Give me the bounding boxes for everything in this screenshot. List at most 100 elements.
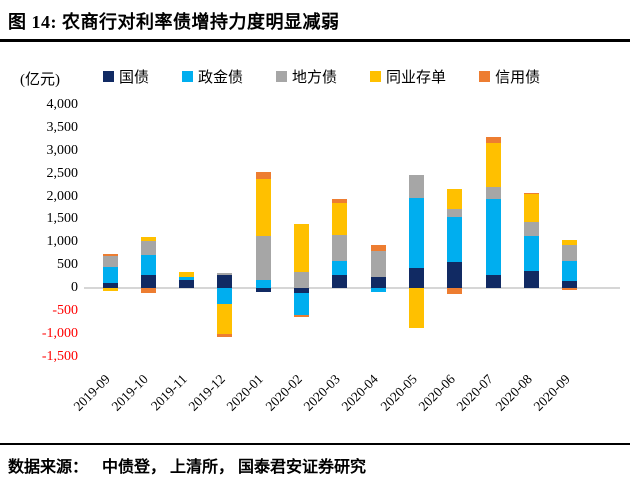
bar-segment xyxy=(179,280,195,288)
bar-segment xyxy=(524,270,540,288)
bar-segment xyxy=(102,254,118,256)
bar-segment xyxy=(524,193,540,195)
bar-segment xyxy=(217,275,233,288)
y-axis-tick-label: 500 xyxy=(57,257,78,273)
bar-segment xyxy=(409,198,425,269)
bar-segment xyxy=(524,221,540,237)
y-axis-tick-label: -500 xyxy=(52,302,78,318)
bar-segment xyxy=(294,293,310,315)
bar-segment xyxy=(485,187,501,199)
bar-segment xyxy=(255,279,271,288)
y-axis-tick-label: 0 xyxy=(71,280,78,295)
bar-segment xyxy=(140,240,156,255)
bar-segment xyxy=(332,275,348,288)
bar-segment xyxy=(255,172,271,180)
legend-swatch-icon xyxy=(479,71,491,82)
bar-segment xyxy=(370,244,386,251)
y-axis-tick-label: 4,000 xyxy=(46,97,79,112)
bar-segment xyxy=(409,268,425,288)
y-axis-unit-label: (亿元) xyxy=(20,72,60,88)
bar-segment xyxy=(485,198,501,276)
bar-segment xyxy=(562,240,578,245)
bar-segment xyxy=(140,275,156,288)
legend-item-credit: 信用债 xyxy=(479,66,540,87)
bar-segment xyxy=(485,142,501,188)
legend-swatch-icon xyxy=(276,71,288,82)
data-source-label: 数据来源： xyxy=(8,459,89,476)
bar-segment xyxy=(294,314,310,317)
legend-item-treasury: 国债 xyxy=(103,66,149,87)
bar-segment xyxy=(370,277,386,288)
legend-label: 政金债 xyxy=(198,70,244,86)
bar-segment xyxy=(485,136,501,143)
bar-segment xyxy=(370,288,386,292)
y-axis-tick-label: 1,500 xyxy=(46,211,79,227)
bar-segment xyxy=(562,281,578,288)
y-axis-tick-label: -1,500 xyxy=(41,348,78,364)
bar-segment xyxy=(294,271,310,288)
legend-label: 地方债 xyxy=(292,70,338,86)
plot-area: 4,000 3,500 3,000 2,500 2,000 1,500 1,000 500 0 -… xyxy=(0,95,630,445)
legend-row: (亿元) 国债 政金债 地方债 同业存单 信用债 xyxy=(0,66,630,88)
bar-segment xyxy=(217,288,233,305)
legend-label: 国债 xyxy=(119,70,150,86)
bar-segment xyxy=(485,275,501,288)
bar-segment xyxy=(294,288,310,294)
bar-segment xyxy=(370,250,386,277)
bar-segment xyxy=(332,203,348,236)
bar-segment xyxy=(332,199,348,204)
bar-segment xyxy=(447,288,463,295)
chart-legend: 国债 政金债 地方债 同业存单 信用债 xyxy=(103,66,620,87)
bar-segment xyxy=(447,217,463,262)
bar-segment xyxy=(409,288,425,328)
y-axis-tick-label: 3,000 xyxy=(46,142,79,158)
bar-segment xyxy=(524,194,540,222)
legend-label: 同业存单 xyxy=(386,70,447,86)
bar-segment xyxy=(102,288,118,292)
legend-item-policy-bank: 政金债 xyxy=(182,66,243,87)
bar-segment xyxy=(102,255,118,267)
bar-segment xyxy=(140,254,156,276)
y-axis-tick-label: 3,500 xyxy=(46,119,79,135)
bar-segment xyxy=(140,288,156,294)
bar-segment xyxy=(562,261,578,282)
bar-segment xyxy=(179,277,195,281)
bar-segment xyxy=(332,235,348,261)
footer-divider xyxy=(0,443,630,445)
legend-label: 信用债 xyxy=(495,70,541,86)
data-source-note: 数据来源： 中债登， 上清所， 国泰君安证券研究 xyxy=(8,453,622,477)
y-axis-tick-label: -1,000 xyxy=(41,325,78,341)
bar-segment xyxy=(217,304,233,335)
bar-segment xyxy=(562,244,578,261)
y-axis-tick-label: 2,000 xyxy=(46,188,79,204)
legend-swatch-icon xyxy=(103,71,114,82)
bar-segment xyxy=(562,288,578,291)
legend-swatch-icon xyxy=(182,71,194,82)
bar-segment xyxy=(140,236,156,241)
bar-segment xyxy=(409,174,425,199)
legend-item-ncd: 同业存单 xyxy=(370,66,446,87)
bar-segment xyxy=(255,236,271,280)
bar-segment xyxy=(102,282,118,288)
bar-segment xyxy=(217,334,233,338)
bar-segment xyxy=(255,288,271,292)
bar-segment xyxy=(217,272,233,276)
figure-title: 图 14: 农商行对利率债增持力度明显减弱 xyxy=(8,12,340,32)
bar-segment xyxy=(524,236,540,271)
y-axis-tick-label: 1,000 xyxy=(46,234,79,250)
bar-segment xyxy=(255,179,271,237)
bar-segment xyxy=(294,223,310,272)
bar-segment xyxy=(332,260,348,276)
bar-segment xyxy=(447,208,463,218)
legend-swatch-icon xyxy=(370,71,382,82)
y-axis-tick-label: 2,500 xyxy=(46,165,79,181)
bar-segment xyxy=(447,261,463,288)
bar-segment xyxy=(102,266,118,283)
bar-segment xyxy=(179,271,195,278)
zero-axis-line xyxy=(84,287,620,289)
legend-item-local-gov: 地方债 xyxy=(276,66,337,87)
title-divider xyxy=(0,39,630,42)
data-source-text: 中债登， 上清所， 国泰君安证券研究 xyxy=(102,459,367,476)
bar-segment xyxy=(447,188,463,209)
